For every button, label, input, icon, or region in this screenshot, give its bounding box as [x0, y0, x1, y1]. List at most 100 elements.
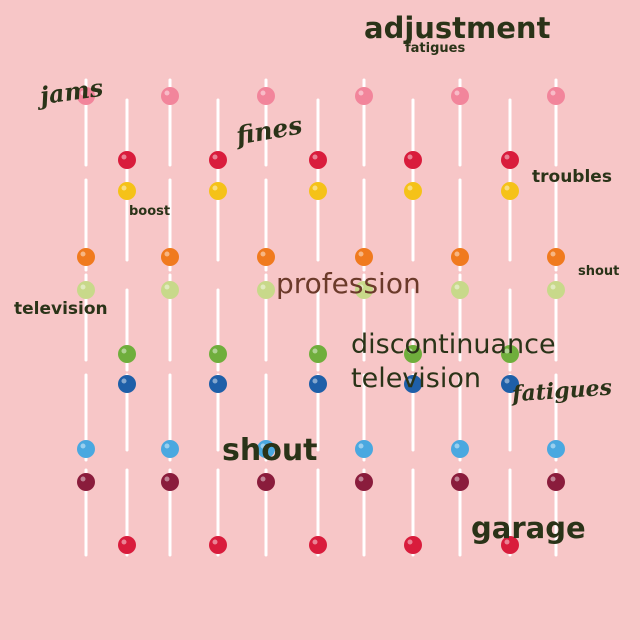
candy-highlight [454, 251, 460, 257]
lollipop-candy-red [404, 151, 422, 169]
lollipop-candy-pale-green [547, 281, 565, 299]
lollipop-candy-blue [501, 375, 519, 393]
lollipop-candy-pale-green [77, 281, 95, 299]
word-fatigues-right: fatigues [511, 374, 613, 408]
lollipop-candy-red [501, 151, 519, 169]
candy-highlight [212, 185, 218, 191]
lollipop-candy-yellow [404, 182, 422, 200]
candy-highlight [312, 348, 318, 354]
lollipop-candy-pink [257, 87, 275, 105]
candy-highlight [80, 90, 86, 96]
lollipop-candy-sky [355, 440, 373, 458]
candy-highlight [260, 251, 266, 257]
lollipop-candy-blue [309, 375, 327, 393]
lollipop-candy-yellow [501, 182, 519, 200]
lollipop-candy-orange [547, 248, 565, 266]
word-discontinuance: discontinuance [351, 329, 556, 360]
candy-highlight [80, 476, 86, 482]
lollipop-candy-pink [161, 87, 179, 105]
candy-highlight [260, 443, 266, 449]
lollipop-candy-orange [451, 248, 469, 266]
candy-highlight [407, 154, 413, 160]
candy-highlight [358, 443, 364, 449]
lollipop-candy-sky [161, 440, 179, 458]
lollipop-candy-red [118, 536, 136, 554]
candy-highlight [80, 284, 86, 290]
word-troubles: troubles [532, 167, 612, 187]
lollipop-candy-green [309, 345, 327, 363]
candy-highlight [454, 284, 460, 290]
lollipop-candy-red [404, 536, 422, 554]
candy-highlight [454, 476, 460, 482]
lollipop-candy-pink [355, 87, 373, 105]
candy-highlight [121, 539, 127, 545]
lollipop-candy-red [501, 536, 519, 554]
lollipop-candy-pink [547, 87, 565, 105]
lollipops [77, 78, 565, 557]
lollipop-candy-orange [355, 248, 373, 266]
word-shout-large: shout [222, 433, 318, 468]
candy-highlight [312, 154, 318, 160]
lollipop-candy-orange [77, 248, 95, 266]
candy-highlight [212, 348, 218, 354]
word-adjustment: adjustment [364, 11, 551, 45]
lollipop-candy-orange [257, 248, 275, 266]
candy-highlight [358, 251, 364, 257]
lollipop-candy-red [309, 536, 327, 554]
lollipop-candy-pink [77, 87, 95, 105]
candy-highlight [80, 443, 86, 449]
candy-highlight [212, 378, 218, 384]
candy-highlight [504, 539, 510, 545]
candy-highlight [454, 443, 460, 449]
lollipop-candy-pink [451, 87, 469, 105]
word-fatigues-top: fatigues [405, 41, 466, 56]
candy-highlight [164, 443, 170, 449]
candy-highlight [407, 185, 413, 191]
candy-highlight [312, 185, 318, 191]
candy-highlight [212, 154, 218, 160]
candy-highlight [164, 90, 170, 96]
candy-highlight [504, 154, 510, 160]
candy-highlight [164, 284, 170, 290]
lollipop-candy-sky [257, 440, 275, 458]
lollipop-candy-green [209, 345, 227, 363]
lollipop-candy-yellow [309, 182, 327, 200]
word-television-center: television [351, 363, 481, 394]
lollipop-candy-maroon [77, 473, 95, 491]
lollipop-candy-maroon [161, 473, 179, 491]
lollipop-candy-maroon [355, 473, 373, 491]
lollipop-candy-pale-green [355, 281, 373, 299]
lollipop-candy-green [404, 345, 422, 363]
lollipop-candy-sky [547, 440, 565, 458]
word-profession: profession [276, 267, 421, 300]
candy-highlight [164, 476, 170, 482]
candy-highlight [212, 539, 218, 545]
lollipop-candy-pale-green [161, 281, 179, 299]
candy-highlight [312, 378, 318, 384]
word-shout-small: shout [578, 264, 620, 279]
lollipop-candy-maroon [547, 473, 565, 491]
lollipop-candy-blue [404, 375, 422, 393]
candy-highlight [504, 348, 510, 354]
lollipop-candy-orange [161, 248, 179, 266]
lollipop-candy-pale-green [257, 281, 275, 299]
candy-highlight [164, 251, 170, 257]
candy-highlight [407, 539, 413, 545]
word-boost: boost [129, 204, 171, 219]
lollipop-candy-maroon [257, 473, 275, 491]
lollipop-candy-green [118, 345, 136, 363]
candy-highlight [312, 539, 318, 545]
lollipop-candy-pale-green [451, 281, 469, 299]
candy-highlight [550, 90, 556, 96]
candy-highlight [260, 476, 266, 482]
candy-highlight [454, 90, 460, 96]
lollipop-candy-blue [209, 375, 227, 393]
candy-highlight [121, 378, 127, 384]
candy-highlight [550, 251, 556, 257]
lollipop-candy-maroon [451, 473, 469, 491]
lollipop-candy-sky [77, 440, 95, 458]
candy-highlight [260, 284, 266, 290]
candy-highlight [121, 154, 127, 160]
